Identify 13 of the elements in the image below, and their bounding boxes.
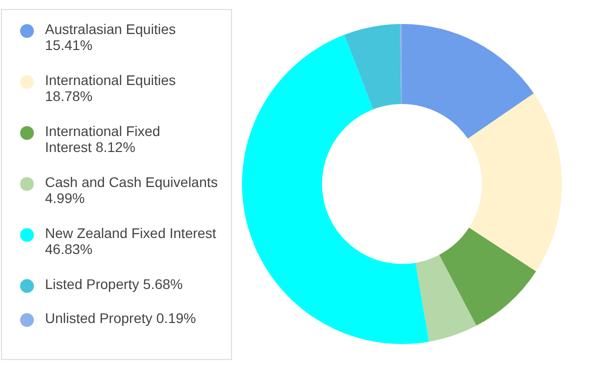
legend-label: Listed Property 5.68% xyxy=(45,276,183,292)
legend-label: International Fixed Interest 8.12% xyxy=(45,123,160,155)
donut-slice xyxy=(344,24,402,110)
legend-label: Cash and Cash Equivelants 4.99% xyxy=(45,174,218,206)
legend-label: Australasian Equities 15.41% xyxy=(45,21,176,53)
legend-label: International Equities 18.78% xyxy=(45,72,176,104)
donut-slice xyxy=(416,254,476,342)
donut-slice xyxy=(468,93,562,272)
donut-slice xyxy=(439,228,536,326)
donut-slice xyxy=(242,34,430,344)
donut-slice xyxy=(402,24,534,139)
legend-label: Unlisted Proprety 0.19% xyxy=(45,310,196,326)
legend-label: New Zealand Fixed Interest 46.83% xyxy=(45,225,216,257)
